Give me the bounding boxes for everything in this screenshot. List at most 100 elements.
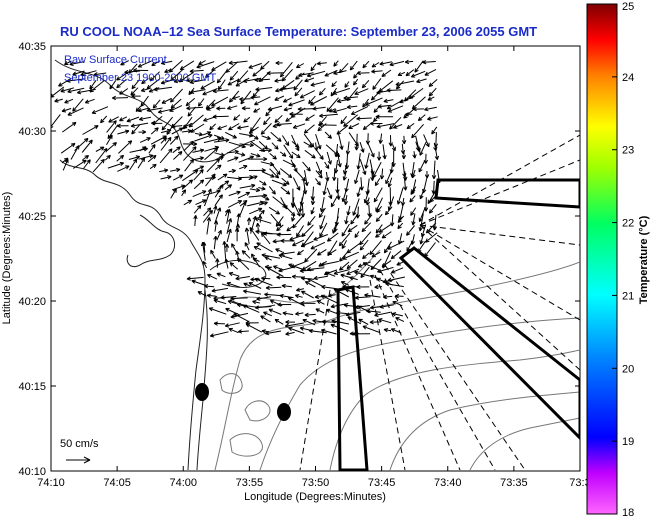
- current-vector: [369, 319, 382, 325]
- current-vector: [318, 122, 337, 128]
- current-vector: [277, 302, 292, 307]
- current-vector: [195, 132, 204, 137]
- current-vector: [306, 70, 326, 78]
- current-vector: [226, 228, 232, 243]
- current-vector: [295, 287, 305, 292]
- current-vector: [305, 114, 315, 121]
- current-vector: [150, 121, 163, 126]
- current-vector: [424, 106, 437, 112]
- current-vector: [95, 146, 105, 152]
- current-vector: [387, 240, 405, 250]
- colorbar-tick-label: 23: [622, 145, 634, 157]
- current-vector: [367, 204, 372, 218]
- current-vector: [359, 239, 369, 251]
- current-vector: [318, 207, 326, 218]
- current-vector: [294, 87, 303, 97]
- current-vector: [313, 142, 319, 151]
- current-vector: [297, 106, 315, 112]
- current-vector: [416, 78, 427, 84]
- current-vector: [354, 270, 370, 277]
- current-vector: [304, 312, 316, 318]
- current-vector: [263, 311, 272, 317]
- current-vector: [395, 80, 415, 87]
- current-vector: [202, 260, 208, 269]
- current-vector: [356, 116, 372, 121]
- current-vector: [61, 108, 72, 113]
- current-vector: [182, 122, 193, 129]
- current-vector: [370, 168, 375, 181]
- current-vector: [359, 142, 365, 153]
- current-vector: [371, 69, 383, 74]
- current-vector: [193, 214, 198, 226]
- current-vector: [159, 168, 169, 173]
- x-axis-ticks: 74:10 74:05 74:00 73:55 73:50 73:45 73:40 73:35…: [37, 46, 591, 489]
- current-vector: [291, 141, 300, 148]
- current-vector: [318, 87, 326, 96]
- current-vector: [106, 120, 117, 133]
- current-vector: [224, 131, 237, 139]
- current-vector: [107, 161, 125, 169]
- current-vector: [288, 263, 304, 270]
- current-vector: [295, 311, 304, 316]
- current-vector: [405, 69, 415, 77]
- current-vector: [191, 279, 207, 286]
- current-vector: [227, 149, 239, 155]
- current-vector: [354, 295, 371, 300]
- current-vector: [248, 156, 268, 162]
- current-vector: [228, 190, 241, 197]
- current-vector: [214, 134, 225, 140]
- current-vector: [396, 261, 405, 266]
- colorbar-label: Temperature (°C): [638, 215, 650, 304]
- current-vector: [285, 319, 295, 325]
- current-vector: [342, 251, 359, 260]
- current-vector: [296, 225, 305, 238]
- current-vector: [411, 213, 416, 226]
- current-vector: [376, 123, 395, 129]
- current-vector: [414, 60, 424, 73]
- current-vector: [424, 170, 430, 179]
- current-vector: [271, 142, 279, 150]
- current-vector: [324, 161, 330, 170]
- current-vector: [313, 275, 328, 281]
- current-vector: [300, 276, 315, 281]
- current-vector: [375, 232, 382, 238]
- current-vector: [333, 269, 350, 275]
- current-vector: [278, 87, 294, 92]
- current-vector: [170, 188, 177, 199]
- current-vector: [254, 77, 270, 83]
- current-vector: [212, 114, 229, 119]
- current-vector: [202, 209, 213, 223]
- current-vector: [152, 99, 161, 109]
- current-vector: [304, 170, 309, 187]
- current-vector: [236, 152, 246, 157]
- current-vector: [419, 188, 425, 200]
- current-vector: [210, 249, 216, 259]
- current-vector: [285, 117, 292, 122]
- current-vector: [401, 151, 407, 160]
- current-vector: [261, 195, 270, 201]
- current-vector: [379, 168, 385, 180]
- current-vector: [140, 87, 151, 93]
- current-vector: [338, 232, 351, 247]
- current-vector: [356, 284, 370, 290]
- current-vector: [260, 122, 272, 135]
- current-vector: [375, 114, 394, 119]
- current-vector: [428, 87, 437, 97]
- current-vector: [246, 217, 252, 226]
- current-vector: [378, 318, 392, 324]
- current-vector: [385, 169, 393, 185]
- current-vector: [214, 194, 223, 206]
- current-vector: [346, 259, 358, 270]
- current-vector: [280, 186, 291, 195]
- current-vector: [206, 217, 212, 235]
- current-vector: [227, 78, 240, 86]
- current-vector: [64, 98, 74, 104]
- current-vector: [130, 122, 149, 128]
- current-vector: [69, 61, 85, 66]
- current-vector: [95, 147, 108, 164]
- current-vector: [269, 153, 277, 160]
- current-vector: [418, 213, 424, 232]
- current-vector: [289, 111, 303, 117]
- current-vector: [287, 297, 306, 307]
- current-vector: [295, 63, 305, 69]
